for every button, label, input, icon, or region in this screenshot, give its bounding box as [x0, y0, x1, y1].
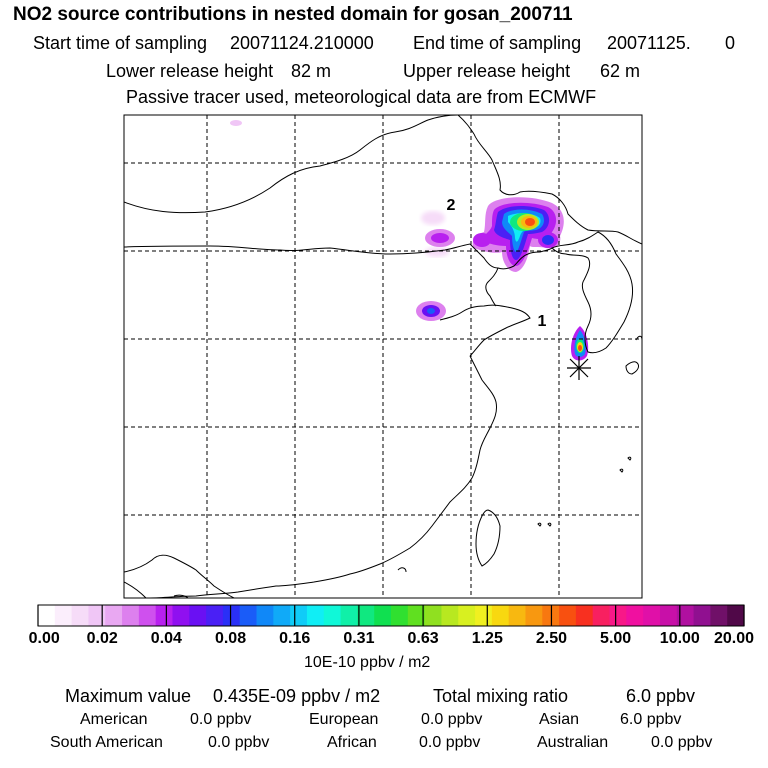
- colorbar-swatch: [54, 605, 73, 626]
- colorbar-swatch: [693, 605, 711, 626]
- end-time-value-extra: 0: [725, 33, 736, 53]
- colorbar-swatch: [105, 605, 123, 626]
- colorbar-swatch: [155, 605, 174, 626]
- colorbar-tick-label: 0.04: [150, 630, 182, 647]
- colorbar-swatch: [256, 605, 274, 626]
- colorbar-swatch: [222, 605, 241, 626]
- colorbar-swatch: [559, 605, 577, 626]
- colorbar-swatch: [71, 605, 90, 626]
- colorbar-swatch: [659, 605, 678, 626]
- colorbar-swatch: [374, 605, 392, 626]
- concentration-plumes: [230, 120, 589, 361]
- colorbar-swatch: [676, 605, 695, 626]
- end-time-label: End time of sampling: [413, 33, 582, 53]
- colorbar-tick-label: 0.31: [343, 630, 375, 647]
- tracer-note: Passive tracer used, meteorological data…: [126, 87, 597, 107]
- colorbar-swatch: [172, 605, 190, 626]
- colorbar-tick-label: 0.63: [407, 630, 439, 647]
- page-title: NO2 source contributions in nested domai…: [13, 4, 573, 25]
- region-african-name: African: [327, 734, 377, 751]
- colorbar-swatch: [475, 605, 493, 626]
- region-australian-value: 0.0 ppbv: [651, 734, 713, 751]
- colorbar-unit: 10E-10 ppbv / m2: [304, 654, 431, 671]
- lower-height-value: 82 m: [291, 61, 332, 81]
- source-marker-2: 2: [446, 197, 456, 214]
- region-european-name: European: [309, 711, 379, 728]
- colorbar-swatch: [273, 605, 291, 626]
- colorbar-swatch: [458, 605, 476, 626]
- region-asian-value: 6.0 ppbv: [620, 711, 682, 728]
- colorbar-tick-label: 20.00: [713, 630, 755, 647]
- upper-height-label: Upper release height: [403, 61, 571, 81]
- region-american-name: American: [80, 711, 148, 728]
- total-mixing-label: Total mixing ratio: [433, 686, 569, 706]
- colorbar-swatch: [727, 605, 745, 626]
- colorbar-swatch: [508, 605, 527, 626]
- colorbar-tick-label: 2.50: [535, 630, 568, 647]
- region-asian-name: Asian: [539, 711, 580, 728]
- region-european-value: 0.0 ppbv: [421, 711, 483, 728]
- receptor-asterisk-marker: [567, 356, 591, 380]
- colorbar-swatch: [340, 605, 358, 626]
- colorbar-swatch: [491, 605, 510, 626]
- region-african-value: 0.0 ppbv: [419, 734, 481, 751]
- upper-height-value: 62 m: [600, 61, 641, 81]
- colorbar-swatch: [592, 605, 611, 626]
- colorbar-swatch: [290, 605, 308, 626]
- colorbar-swatch: [441, 605, 459, 626]
- colorbar-swatch: [575, 605, 594, 626]
- max-value-label: Maximum value: [65, 686, 192, 706]
- colorbar-swatch: [643, 605, 661, 626]
- colorbar-tick-label: 0.02: [86, 630, 118, 647]
- map-frame: [123, 114, 643, 599]
- colorbar-tick-label: 10.00: [659, 630, 700, 647]
- colorbar-tick-label: 0.00: [28, 630, 60, 647]
- colorbar-swatch: [424, 605, 443, 626]
- colorbar-swatch: [609, 605, 627, 626]
- colorbar-swatch: [122, 605, 140, 626]
- map-area: [124, 115, 642, 598]
- colorbar-swatch: [357, 605, 375, 626]
- colorbar-swatch: [407, 605, 426, 626]
- total-mixing-value: 6.0 ppbv: [626, 686, 696, 706]
- colorbar-swatch: [38, 605, 56, 626]
- colorbar-swatch: [239, 605, 258, 626]
- colorbar-swatch: [626, 605, 644, 626]
- max-value: 0.435E-09 ppbv / m2: [213, 686, 381, 706]
- region-south-american-value: 0.0 ppbv: [208, 734, 270, 751]
- start-time-label: Start time of sampling: [33, 33, 208, 53]
- start-time-value: 20071124.210000: [230, 33, 374, 53]
- region-south-american-name: South American: [50, 734, 163, 751]
- colorbar-swatch: [525, 605, 543, 626]
- region-australian-name: Australian: [537, 734, 609, 751]
- lower-height-label: Lower release height: [106, 61, 274, 81]
- colorbar-swatch: [88, 605, 106, 626]
- colorbar-swatch: [710, 605, 728, 626]
- region-american-value: 0.0 ppbv: [190, 711, 252, 728]
- coastlines: [124, 115, 642, 598]
- colorbar-tick-label: 0.16: [279, 630, 311, 647]
- colorbar: [37, 604, 745, 627]
- colorbar-swatch: [391, 605, 409, 626]
- colorbar-swatch: [306, 605, 325, 626]
- colorbar-swatch: [206, 605, 224, 626]
- colorbar-tick-label: 5.00: [600, 630, 632, 647]
- colorbar-tick-label: 1.25: [471, 630, 503, 647]
- source-marker-1: 1: [537, 313, 547, 330]
- colorbar-ticks: [37, 605, 745, 626]
- colorbar-tick-label: 0.08: [214, 630, 247, 647]
- end-time-value: 20071125.: [607, 33, 691, 53]
- colorbar-swatch: [138, 605, 157, 626]
- colorbar-swatch: [323, 605, 342, 626]
- colorbar-swatch: [189, 605, 207, 626]
- lat-lon-grid: [124, 115, 642, 598]
